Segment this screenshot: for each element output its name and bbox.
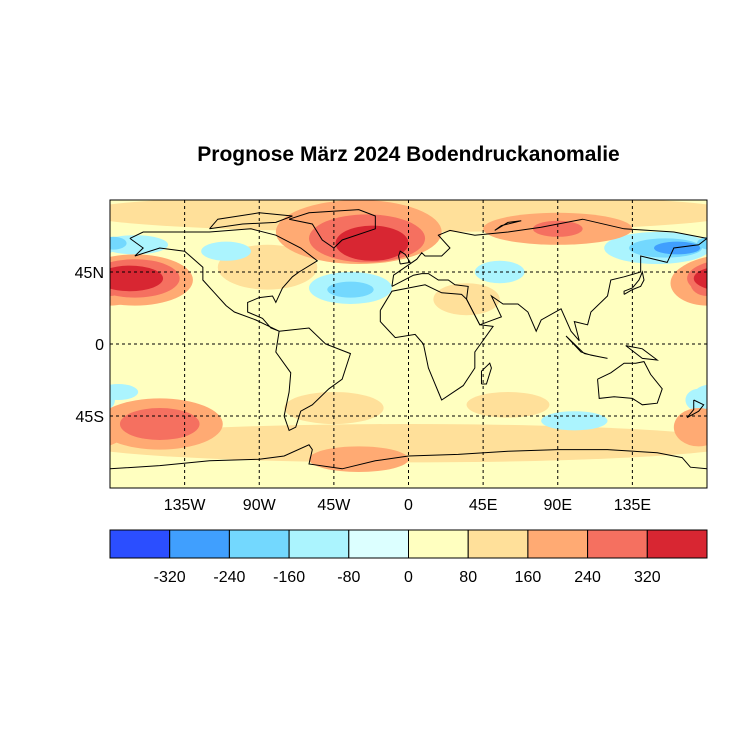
anomaly-north-siberia-core (532, 220, 583, 237)
colorbar-swatch (646, 529, 708, 559)
y-tick-label: 45S (76, 409, 104, 426)
colorbar-label: 160 (515, 569, 542, 586)
colorbar-swatch (109, 529, 171, 559)
y-tick-label: 0 (95, 337, 104, 354)
x-tick-label: 45W (317, 497, 351, 514)
y-tick-label: 45N (75, 265, 104, 282)
colorbar-label: -240 (213, 569, 245, 586)
coastline-north-america (129, 228, 319, 332)
anomaly-ne-asia-low (110, 242, 114, 254)
colorbar-swatch (348, 529, 409, 559)
anomaly-field (0, 200, 742, 488)
colorbar-label: 240 (574, 569, 601, 586)
colorbar-label: -160 (273, 569, 305, 586)
colorbar-swatch (408, 529, 469, 559)
anomaly-canada-low (201, 241, 251, 261)
colorbar-swatch (467, 529, 529, 559)
anomaly-alaska-low-core (110, 236, 127, 250)
colorbar-swatch (288, 529, 350, 559)
coastline-new-guinea (625, 345, 660, 361)
chart-title: Prognose März 2024 Bodendruckanomalie (197, 143, 620, 166)
colorbar-swatch (587, 529, 648, 559)
coastline-japan (623, 270, 645, 295)
anomaly-south-pacific-mid (119, 408, 200, 440)
x-tick-labels: 135W 90W 45W 0 45E 90E 135E (164, 497, 651, 514)
x-tick-label: 135E (614, 497, 651, 514)
coastline-indonesia (565, 335, 608, 359)
x-tick-label: 45E (469, 497, 497, 514)
coastline-canadian-arctic (209, 212, 293, 230)
anomaly-south-pacific-mid (717, 408, 742, 440)
anomaly-east-australia-low (110, 391, 115, 409)
anomaly-south-indian-low (541, 411, 608, 431)
coastline-south-america (275, 327, 352, 432)
x-tick-label: 90W (243, 497, 277, 514)
colorbar-swatch (527, 529, 589, 559)
anomaly-north-pacific-core (110, 265, 164, 292)
x-tick-label: 0 (404, 497, 413, 514)
anomaly-arctic-band (673, 204, 707, 222)
coastlines (110, 209, 707, 470)
anomaly-ne-asia-low-core (57, 242, 103, 255)
coastline-eurasia (391, 218, 707, 342)
anomaly-north-siberia (0, 213, 35, 245)
coastline-greenland (288, 209, 376, 249)
colorbar-label: -320 (154, 569, 186, 586)
map-frame (109, 199, 708, 489)
anomaly-atlantic-low-core (327, 281, 374, 298)
coastline-australia (597, 361, 663, 406)
x-tick-label: 90E (544, 497, 572, 514)
coastline-svalbard-nz (494, 220, 522, 231)
colorbar-label: 80 (459, 569, 477, 586)
colorbar-swatch (169, 529, 230, 559)
colorbar-label: 0 (404, 569, 413, 586)
colorbar: -320 -240 -160 -80 0 80 160 240 320 (109, 529, 708, 586)
colorbar-label: -80 (337, 569, 360, 586)
anomaly-south-atlantic (284, 392, 384, 424)
anomaly-east-australia-low (685, 388, 707, 412)
colorbar-swatch (228, 529, 290, 559)
anomaly-tasman (673, 408, 707, 447)
gridlines (110, 200, 707, 488)
colorbar-label: 320 (634, 569, 661, 586)
y-tick-labels: 45N 0 45S (75, 265, 104, 426)
anomaly-tasman (110, 409, 127, 446)
anomaly-ne-asia-low-mid (32, 238, 105, 257)
coastline-new-zealand (686, 399, 705, 419)
anomaly-south-pacific-low (110, 384, 139, 400)
anomaly-middle-east-low (474, 260, 525, 284)
coastline-madagascar (480, 362, 492, 385)
anomaly-south-indian-low (0, 411, 11, 430)
anomaly-antarctic-north (309, 446, 409, 473)
anomaly-north-pacific-core (693, 268, 707, 289)
anomaly-indian-south (466, 392, 550, 418)
x-tick-label: 135W (164, 497, 207, 514)
anomaly-greenland-core (335, 225, 409, 261)
coastline-africa (379, 284, 494, 401)
